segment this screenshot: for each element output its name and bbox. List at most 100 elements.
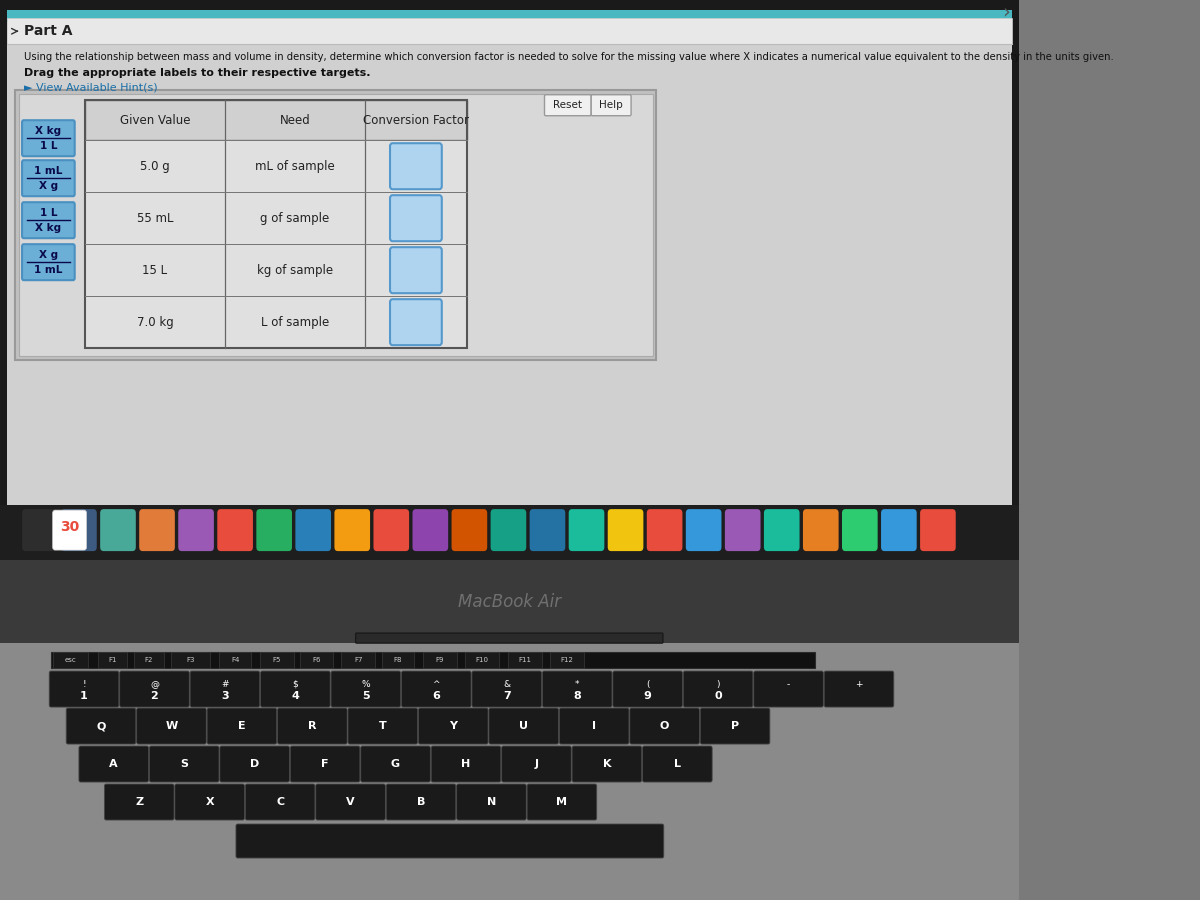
Text: 9: 9 [643,691,652,701]
Text: F8: F8 [394,657,402,663]
Text: F6: F6 [312,657,320,663]
FancyBboxPatch shape [390,248,442,293]
FancyBboxPatch shape [559,708,629,744]
FancyBboxPatch shape [335,509,370,551]
Bar [85,100,467,140]
Text: &: & [503,680,510,688]
Bar [422,652,457,668]
FancyBboxPatch shape [572,746,642,782]
Text: X: X [205,797,214,807]
Text: (: ( [646,680,649,688]
Bar [85,244,467,296]
FancyBboxPatch shape [22,160,74,196]
FancyBboxPatch shape [53,510,86,550]
Text: I: I [592,721,596,731]
Text: F9: F9 [436,657,444,663]
Text: X kg: X kg [35,223,61,233]
FancyBboxPatch shape [764,509,799,551]
Text: esc: esc [65,657,77,663]
Text: 15 L: 15 L [143,264,168,276]
Text: B: B [416,797,425,807]
Text: F4: F4 [230,657,239,663]
FancyBboxPatch shape [61,509,97,551]
Text: F10: F10 [475,657,488,663]
Text: %: % [361,680,370,688]
FancyBboxPatch shape [630,708,700,744]
FancyBboxPatch shape [881,509,917,551]
Text: 8: 8 [574,691,581,701]
Bar [218,652,251,668]
Bar [550,652,584,668]
Text: F7: F7 [354,657,362,663]
Text: P: P [731,721,739,731]
FancyBboxPatch shape [431,746,500,782]
FancyBboxPatch shape [457,784,527,820]
Bar [0,0,1019,565]
Bar [7,10,1012,560]
Text: mL of sample: mL of sample [256,159,335,173]
Text: 5.0 g: 5.0 g [140,159,169,173]
Text: D: D [250,759,259,769]
FancyBboxPatch shape [22,244,74,280]
Bar [85,296,467,348]
FancyBboxPatch shape [190,671,259,707]
Text: Y: Y [449,721,457,731]
FancyBboxPatch shape [607,509,643,551]
Text: Need: Need [280,113,311,127]
FancyBboxPatch shape [701,708,770,744]
Text: Part A: Part A [24,24,72,39]
FancyBboxPatch shape [542,671,612,707]
FancyBboxPatch shape [592,94,631,116]
Bar [85,140,467,193]
Text: ^: ^ [432,680,440,688]
FancyBboxPatch shape [295,509,331,551]
Text: *: * [575,680,580,688]
FancyBboxPatch shape [260,671,330,707]
Bar [508,652,541,668]
Text: 1 L: 1 L [40,141,58,151]
FancyBboxPatch shape [824,671,894,707]
FancyBboxPatch shape [402,671,472,707]
Text: Given Value: Given Value [120,113,190,127]
FancyBboxPatch shape [920,509,955,551]
FancyBboxPatch shape [22,509,58,551]
Text: L of sample: L of sample [260,316,329,328]
Text: L: L [674,759,680,769]
Text: U: U [520,721,528,731]
FancyBboxPatch shape [137,708,206,744]
FancyBboxPatch shape [754,671,823,707]
Text: Drag the appropriate labels to their respective targets.: Drag the appropriate labels to their res… [24,68,371,78]
FancyBboxPatch shape [49,671,119,707]
Bar [0,505,1019,560]
FancyBboxPatch shape [529,509,565,551]
FancyBboxPatch shape [100,509,136,551]
FancyBboxPatch shape [257,509,292,551]
FancyBboxPatch shape [149,746,218,782]
Text: F12: F12 [560,657,574,663]
Bar [0,644,1019,900]
Text: 1: 1 [80,691,88,701]
Bar [172,652,210,668]
Text: H: H [461,759,470,769]
FancyBboxPatch shape [491,509,527,551]
Bar [7,21,1012,560]
Text: ► View Available Hint(s): ► View Available Hint(s) [24,82,157,92]
FancyBboxPatch shape [66,708,136,744]
FancyBboxPatch shape [472,671,541,707]
Text: @: @ [150,680,158,688]
FancyBboxPatch shape [842,509,877,551]
Bar [300,652,332,668]
Text: N: N [487,797,496,807]
FancyBboxPatch shape [686,509,721,551]
Text: 0: 0 [714,691,722,701]
Bar [50,652,815,668]
Text: G: G [391,759,400,769]
Bar [134,652,164,668]
FancyBboxPatch shape [245,784,314,820]
Text: 5: 5 [362,691,370,701]
Text: M: M [557,797,568,807]
Bar [97,652,127,668]
Text: J: J [534,759,539,769]
FancyBboxPatch shape [361,746,431,782]
FancyBboxPatch shape [419,708,488,744]
